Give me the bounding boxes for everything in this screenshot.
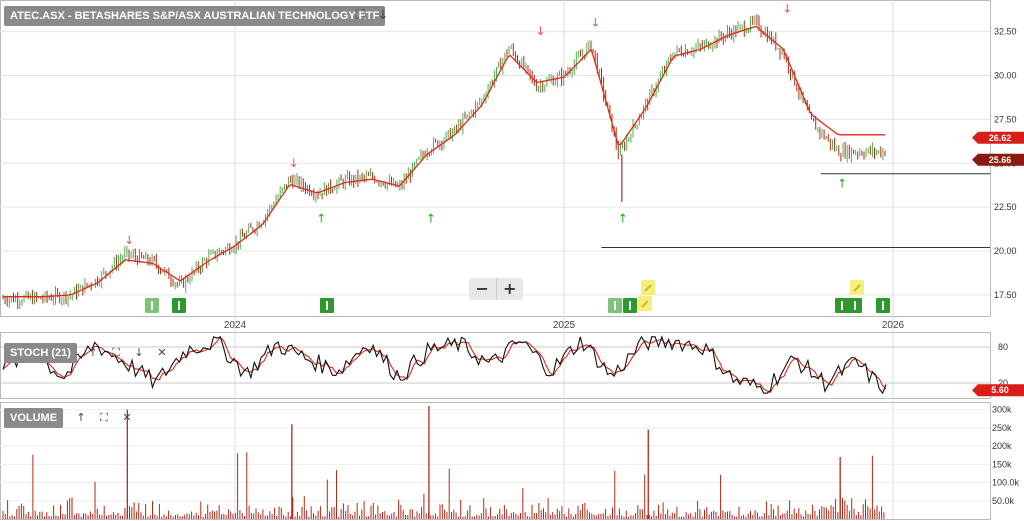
pencil-icon bbox=[853, 284, 861, 292]
pencil-icon bbox=[641, 300, 649, 308]
price-candles bbox=[2, 14, 886, 310]
buy-signal-arrow: ↑ bbox=[426, 211, 436, 225]
x-tick-label: 2025 bbox=[553, 320, 576, 331]
chart-title: ATEC.ASX - BETASHARES S&P/ASX AUSTRALIAN… bbox=[4, 6, 386, 26]
event-marker-bar bbox=[854, 301, 856, 310]
price-badge-label: 25.66 bbox=[989, 155, 1012, 165]
buy-signal-arrow: ↑ bbox=[837, 176, 847, 190]
stoch-value-badge bbox=[972, 384, 1024, 397]
event-marker-bar bbox=[178, 301, 180, 310]
volume-bars bbox=[2, 406, 885, 519]
price-panel-frame bbox=[0, 0, 991, 317]
arrow-down-icon[interactable]: ↓ bbox=[377, 8, 389, 23]
stoch-y-tick-label: 20 bbox=[998, 378, 1008, 388]
volume-y-tick-label: 150k bbox=[992, 459, 1012, 469]
price-y-tick-label: 22.50 bbox=[994, 202, 1017, 212]
sell-signal-arrow: ↓ bbox=[782, 1, 792, 15]
sell-signal-arrow: ↓ bbox=[289, 156, 299, 170]
price-y-tick-label: 20.00 bbox=[994, 246, 1017, 256]
zoom-out-button[interactable]: − bbox=[469, 278, 497, 300]
arrow-down-icon[interactable]: ↓ bbox=[134, 346, 144, 359]
zoom-in-button[interactable]: + bbox=[503, 279, 517, 298]
volume-y-tick-label: 250k bbox=[992, 423, 1012, 433]
zoom-control: − + bbox=[469, 278, 523, 300]
price-y-tick-label: 17.50 bbox=[994, 290, 1017, 300]
buy-signal-arrow: ↑ bbox=[618, 211, 628, 225]
volume-y-tick-label: 50.0k bbox=[992, 496, 1015, 506]
event-marker-bar bbox=[151, 301, 153, 310]
event-marker-bar bbox=[629, 301, 631, 310]
event-marker-bar bbox=[882, 301, 884, 310]
volume-y-tick-label: 200k bbox=[992, 441, 1012, 451]
volume-y-tick-label: 100.0k bbox=[992, 478, 1020, 488]
arrow-up-icon[interactable]: ↑ bbox=[88, 346, 98, 359]
expand-icon[interactable]: ⛶ bbox=[355, 8, 365, 23]
expand-icon[interactable]: ⛶ bbox=[112, 346, 120, 359]
event-marker-bar bbox=[614, 301, 616, 310]
buy-signal-arrow: ↑ bbox=[316, 211, 326, 225]
stoch-value-label: 5.60 bbox=[991, 385, 1009, 395]
arrow-up-icon[interactable]: ↑ bbox=[76, 411, 86, 424]
expand-icon[interactable]: ⛶ bbox=[100, 411, 108, 424]
price-y-tick-label: 32.50 bbox=[994, 27, 1017, 37]
moving-average-line bbox=[3, 25, 885, 298]
stoch-panel-frame bbox=[0, 332, 991, 399]
close-icon[interactable]: ✕ bbox=[157, 346, 167, 359]
volume-label: VOLUME bbox=[4, 408, 64, 428]
price-badge-label: 26.62 bbox=[989, 133, 1012, 143]
stoch-k-line bbox=[2, 335, 887, 395]
x-tick-label: 2026 bbox=[882, 320, 905, 331]
pencil-icon bbox=[644, 284, 652, 292]
volume-y-tick-label: 300k bbox=[992, 405, 1012, 415]
price-badge bbox=[972, 153, 1024, 166]
price-y-tick-label: 30.00 bbox=[994, 70, 1017, 80]
sell-signal-arrow: ↓ bbox=[124, 233, 134, 247]
event-marker-bar bbox=[326, 301, 328, 310]
x-tick-label: 2024 bbox=[224, 320, 247, 331]
sell-signal-arrow: ↓ bbox=[590, 15, 600, 29]
event-marker-bar bbox=[841, 301, 843, 310]
volume-panel-frame bbox=[0, 402, 991, 520]
price-badge bbox=[972, 131, 1024, 144]
close-icon[interactable]: ✕ bbox=[122, 411, 132, 424]
stoch-y-tick-label: 80 bbox=[998, 342, 1008, 352]
sell-signal-arrow: ↓ bbox=[536, 24, 546, 38]
stoch-label: STOCH (21) bbox=[4, 343, 77, 363]
price-y-tick-label: 27.50 bbox=[994, 114, 1017, 124]
